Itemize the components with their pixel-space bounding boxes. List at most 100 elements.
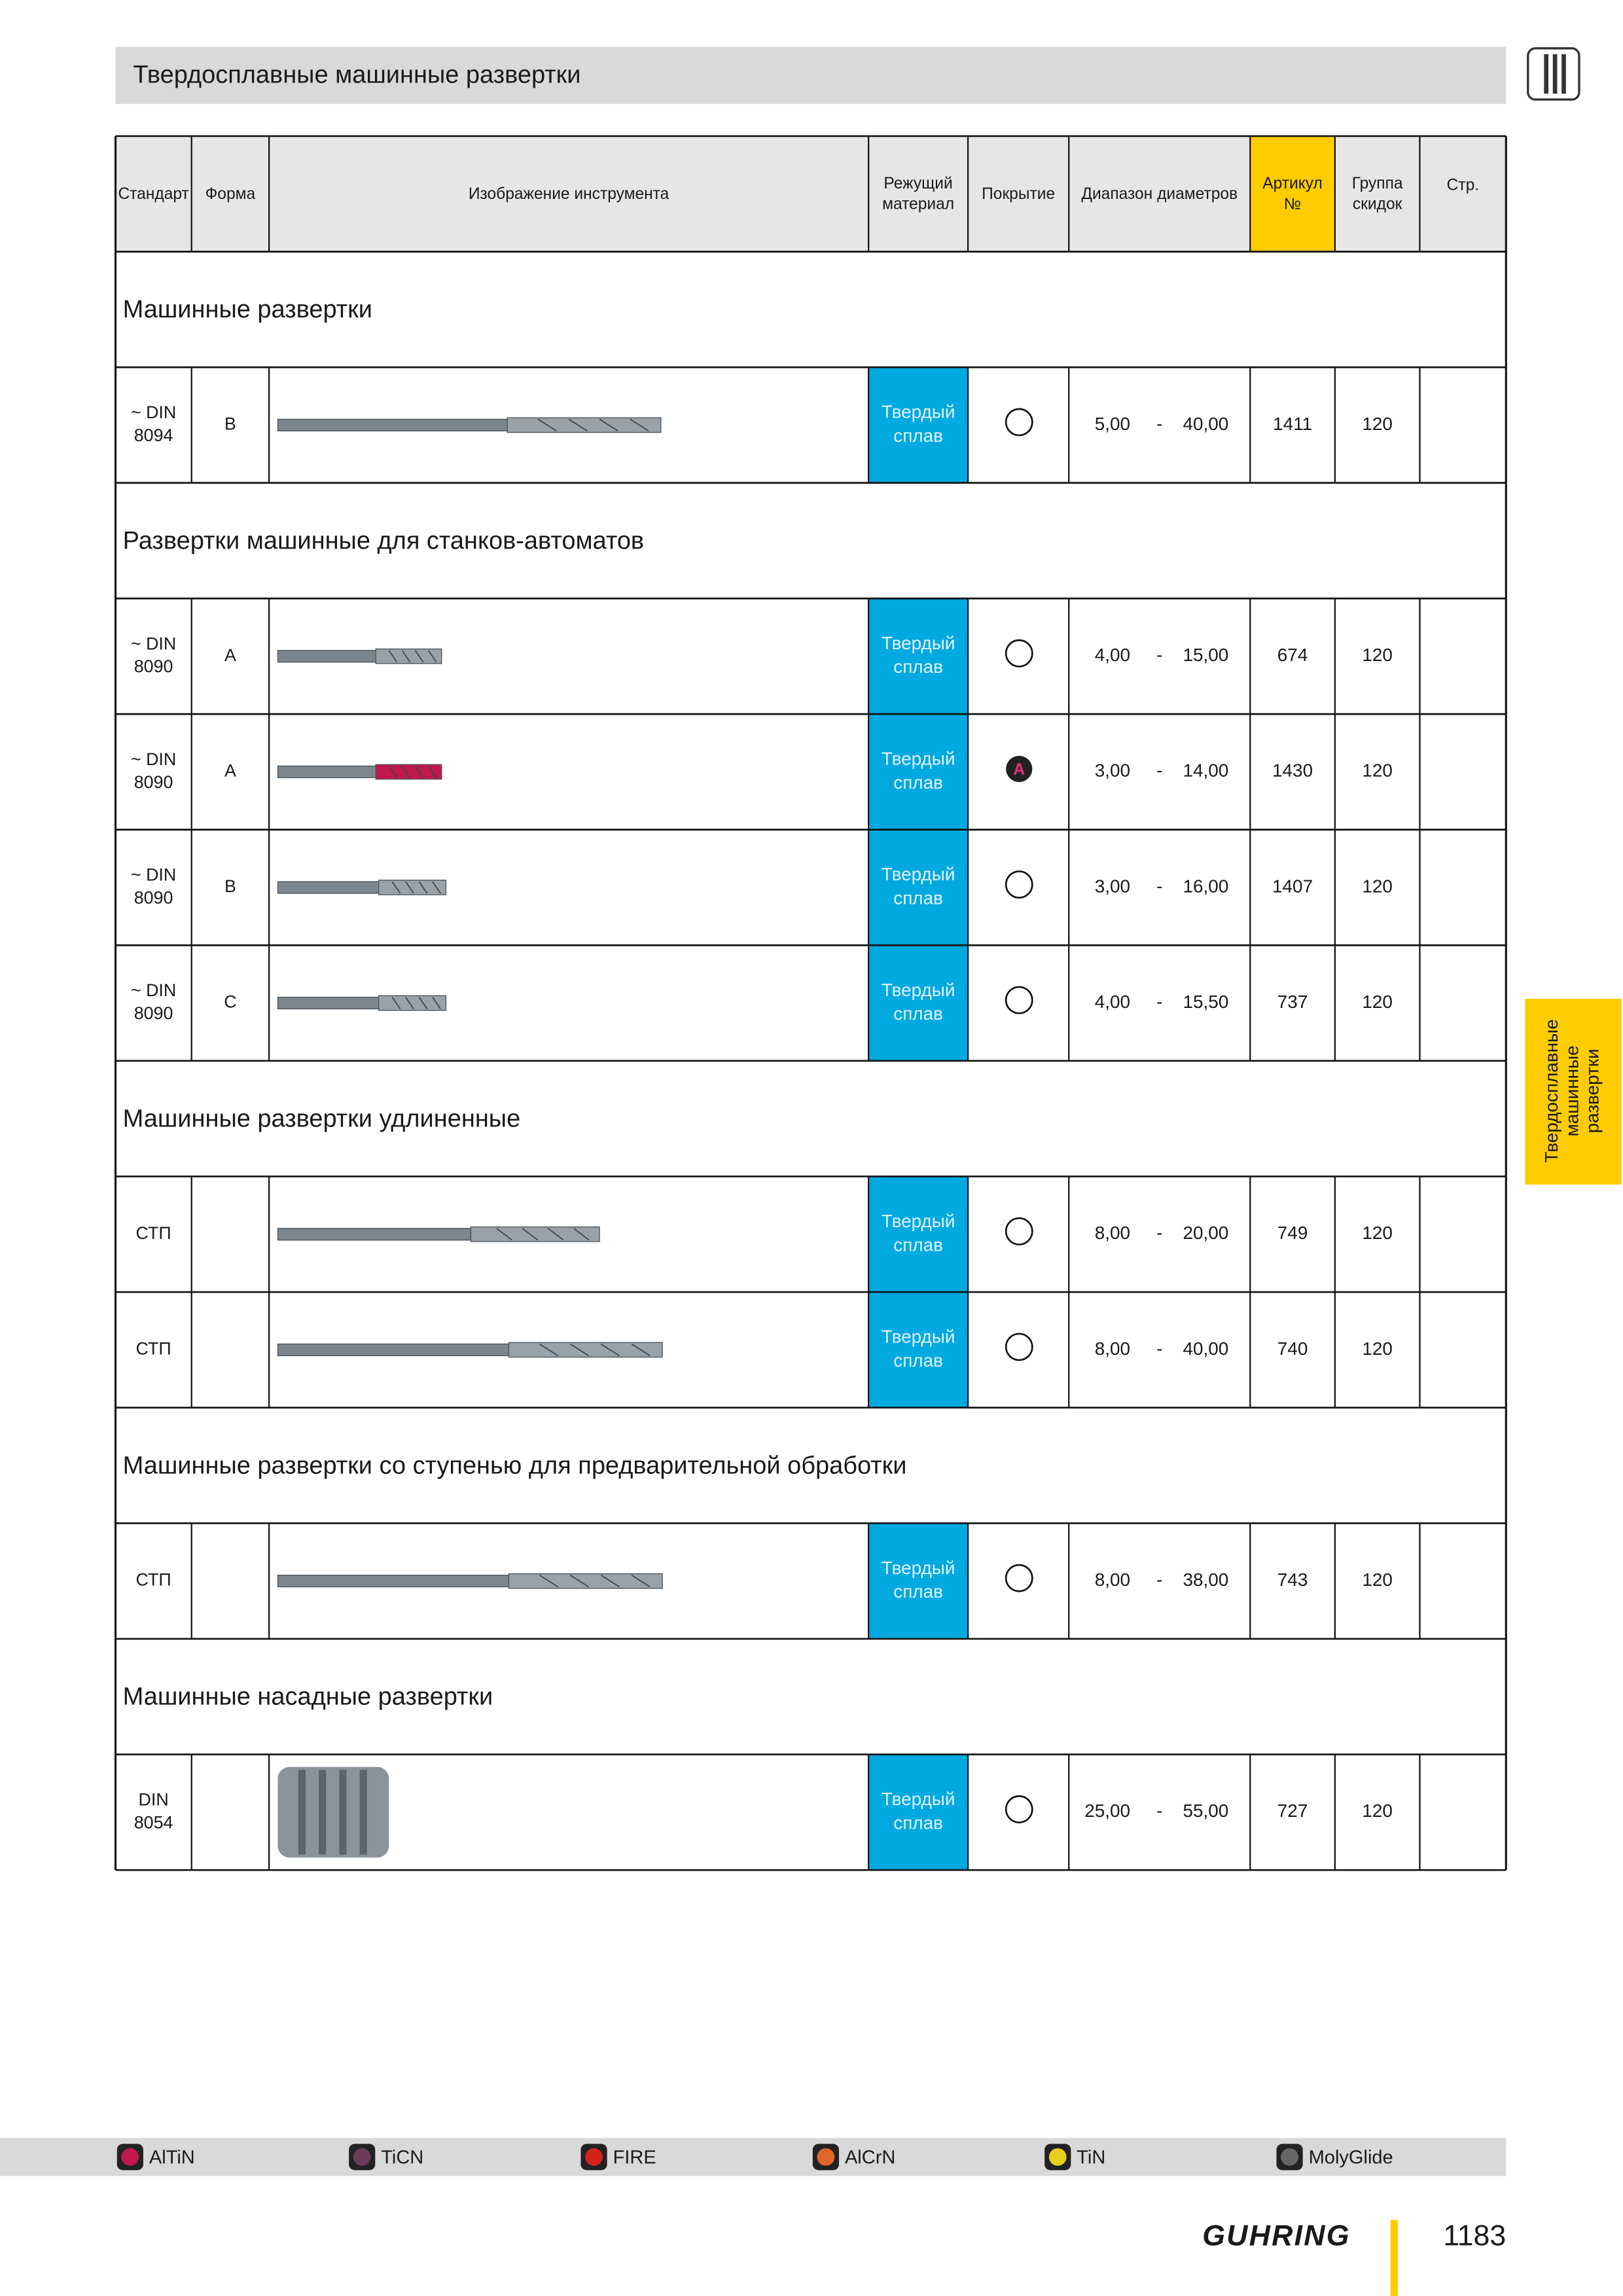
- discount-group: 120: [1362, 876, 1393, 896]
- range-separator: -: [1156, 414, 1162, 434]
- standard: DIN: [139, 1789, 169, 1809]
- tool-image: [569, 1574, 589, 1588]
- legend-label: TiN: [1077, 2147, 1105, 2168]
- column-header: Изображение инструмента: [469, 185, 669, 203]
- discount-group: 120: [1362, 645, 1393, 665]
- tool-image: [391, 881, 401, 894]
- section-title: Машинные насадные развертки: [123, 1683, 493, 1710]
- tool-image: [569, 1343, 589, 1357]
- column-header: Диапазон диаметров: [1081, 185, 1238, 203]
- table-row: [277, 598, 969, 714]
- tool-image: [277, 996, 380, 1010]
- diameter-min: 3,00: [1095, 876, 1130, 896]
- diameter-min: 4,00: [1095, 992, 1130, 1012]
- discount-group: 120: [1362, 1223, 1393, 1243]
- discount-group: 120: [1362, 761, 1393, 781]
- legend-icon: [353, 2148, 371, 2166]
- side-tab: [1525, 999, 1622, 1185]
- side-tab-label: развертки: [1582, 1049, 1603, 1133]
- coating-icon: [1005, 639, 1033, 668]
- table-row: [277, 367, 969, 483]
- tool-image: [418, 881, 428, 894]
- article-number: 749: [1277, 1223, 1308, 1243]
- discount-group: 120: [1362, 1570, 1393, 1590]
- diameter-min: 3,00: [1095, 761, 1130, 781]
- discount-group: 120: [1362, 1801, 1393, 1821]
- table-row: [277, 713, 969, 830]
- column-header: Форма: [205, 185, 256, 203]
- tool-image: [537, 418, 557, 432]
- range-separator: -: [1156, 1338, 1162, 1359]
- material: Твердый: [882, 1327, 955, 1347]
- diameter-min: 8,00: [1095, 1570, 1130, 1590]
- material: сплав: [893, 1581, 943, 1602]
- tool-image: [432, 881, 441, 894]
- material-cell: [868, 713, 969, 830]
- range-separator: -: [1156, 1570, 1162, 1590]
- material: сплав: [893, 656, 943, 677]
- side-tab-label: Твердосплавные: [1541, 1019, 1561, 1162]
- coating-icon: [1005, 1795, 1033, 1823]
- tool-image: [391, 997, 401, 1009]
- tool-image: [298, 1770, 306, 1855]
- article-number: 743: [1277, 1570, 1308, 1590]
- tool-image: [277, 765, 376, 778]
- material: Твердый: [882, 633, 955, 653]
- title-bar: [115, 46, 1507, 104]
- tool-image: [599, 418, 618, 432]
- section-title: Развертки машинные для станков-автоматов: [123, 527, 644, 554]
- discount-group: 120: [1362, 992, 1393, 1012]
- tool-image: [427, 650, 437, 663]
- tool-image: [631, 1343, 651, 1357]
- coating-icon: [1005, 1333, 1033, 1361]
- tool-image: [568, 418, 588, 432]
- standard: 8090: [134, 888, 173, 907]
- tool-image: [339, 1770, 347, 1855]
- tool-image: [507, 417, 662, 433]
- tool-image: [414, 765, 424, 778]
- tool-image: [277, 1228, 472, 1241]
- material: сплав: [893, 1812, 943, 1833]
- article-number: 1407: [1272, 876, 1313, 896]
- material-cell: [868, 829, 969, 946]
- standard: ~ DIN: [131, 403, 176, 422]
- tool-image: [508, 1573, 663, 1589]
- material-cell: [868, 598, 969, 714]
- form: A: [224, 645, 236, 665]
- standard: ~ DIN: [131, 980, 176, 1000]
- tool-image: [631, 1574, 651, 1588]
- tool-image: [359, 1770, 367, 1855]
- article-number: 1411: [1273, 414, 1312, 434]
- diameter-min: 8,00: [1095, 1223, 1130, 1243]
- material: Твердый: [882, 402, 955, 422]
- tool-image: [388, 765, 398, 778]
- standard: СТП: [136, 1223, 171, 1243]
- article-number: 740: [1277, 1338, 1308, 1359]
- tool-image: [522, 1228, 539, 1241]
- tool-image: [470, 1226, 600, 1242]
- material: сплав: [893, 772, 943, 793]
- column-header: материал: [882, 196, 954, 213]
- material: сплав: [893, 425, 943, 446]
- page-title: Твердосплавные машинные развертки: [133, 61, 580, 88]
- material-cell: [868, 1754, 969, 1871]
- article-number: 674: [1277, 645, 1308, 665]
- legend-label: FIRE: [613, 2147, 656, 2168]
- range-separator: -: [1156, 992, 1162, 1012]
- tool-image: [539, 1574, 559, 1588]
- tool-image: [600, 1574, 620, 1588]
- standard: ~ DIN: [131, 634, 176, 653]
- tool-image: [277, 1767, 389, 1858]
- side-tab-text: Твердосплавные машинные развертки: [1541, 1019, 1603, 1162]
- column-header: №: [1284, 196, 1301, 213]
- column-header: Группа: [1352, 175, 1403, 192]
- tool-image: [405, 881, 414, 894]
- form: B: [224, 876, 236, 896]
- tool-image: [573, 1228, 590, 1241]
- legend-icon: [817, 2148, 835, 2166]
- range-separator: -: [1156, 1801, 1162, 1821]
- column-header: Артикул: [1262, 175, 1323, 192]
- diameter-min: 8,00: [1095, 1338, 1130, 1359]
- legend-icon: [1048, 2148, 1067, 2166]
